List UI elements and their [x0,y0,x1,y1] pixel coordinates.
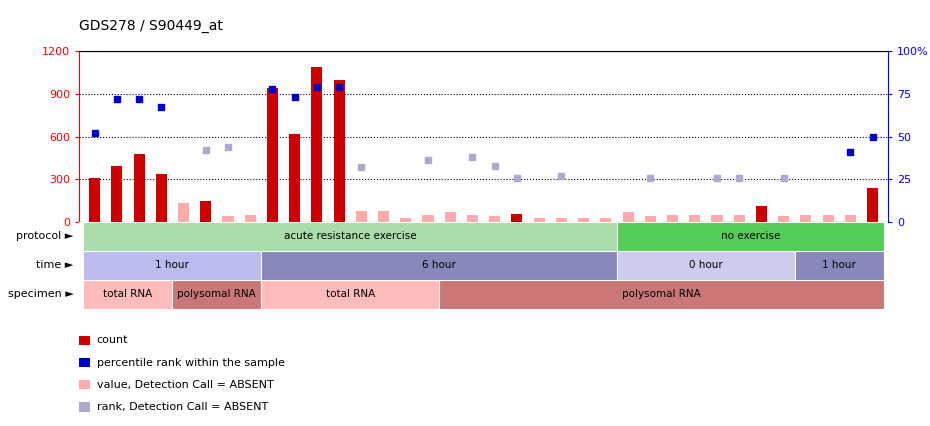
Bar [822,215,833,222]
Bar [422,215,433,222]
Bar [267,88,278,222]
Text: acute resistance exercise: acute resistance exercise [284,231,417,242]
Bar [289,134,300,222]
Bar [134,154,145,222]
Text: 1 hour: 1 hour [822,260,857,271]
Bar [261,280,439,309]
Text: count: count [97,335,128,345]
Bar [400,218,411,222]
Text: value, Detection Call = ABSENT: value, Detection Call = ABSENT [97,380,273,390]
Bar [756,206,767,222]
Text: rank, Detection Call = ABSENT: rank, Detection Call = ABSENT [97,402,268,412]
Text: no exercise: no exercise [721,231,780,242]
Bar [112,167,123,222]
Bar [512,214,523,222]
Text: 0 hour: 0 hour [689,260,723,271]
Bar [334,80,345,222]
Bar [222,216,233,222]
Bar [378,210,389,222]
Bar [445,212,456,222]
Text: total RNA: total RNA [103,289,153,299]
Text: polysomal RNA: polysomal RNA [622,289,701,299]
Bar [711,215,723,222]
Bar [795,251,884,280]
Bar [844,215,856,222]
Bar [556,218,567,222]
Bar [356,210,367,222]
Bar [439,280,884,309]
Bar [155,173,166,222]
Bar [644,216,656,222]
Text: protocol ►: protocol ► [16,231,73,242]
Text: specimen ►: specimen ► [7,289,73,299]
Bar [617,222,884,251]
Bar [245,215,256,222]
Bar [600,218,611,222]
Text: time ►: time ► [36,260,73,271]
Bar [667,215,678,222]
Bar [200,201,211,222]
Bar [178,204,189,222]
Bar [734,215,745,222]
Bar [534,218,545,222]
Bar [261,251,617,280]
Text: percentile rank within the sample: percentile rank within the sample [97,357,285,368]
Text: total RNA: total RNA [326,289,375,299]
Text: polysomal RNA: polysomal RNA [178,289,257,299]
Bar [689,215,700,222]
Bar [84,280,172,309]
Bar [84,222,617,251]
Text: GDS278 / S90449_at: GDS278 / S90449_at [79,19,223,33]
Bar [867,188,878,222]
Bar [801,215,812,222]
Text: 1 hour: 1 hour [155,260,190,271]
Bar [489,216,500,222]
Bar [312,67,323,222]
Bar [467,215,478,222]
Bar [172,280,261,309]
Text: 6 hour: 6 hour [422,260,456,271]
Bar [622,212,633,222]
Bar [617,251,795,280]
Bar [778,216,790,222]
Bar [84,251,261,280]
Bar [578,218,590,222]
Bar [89,178,100,222]
